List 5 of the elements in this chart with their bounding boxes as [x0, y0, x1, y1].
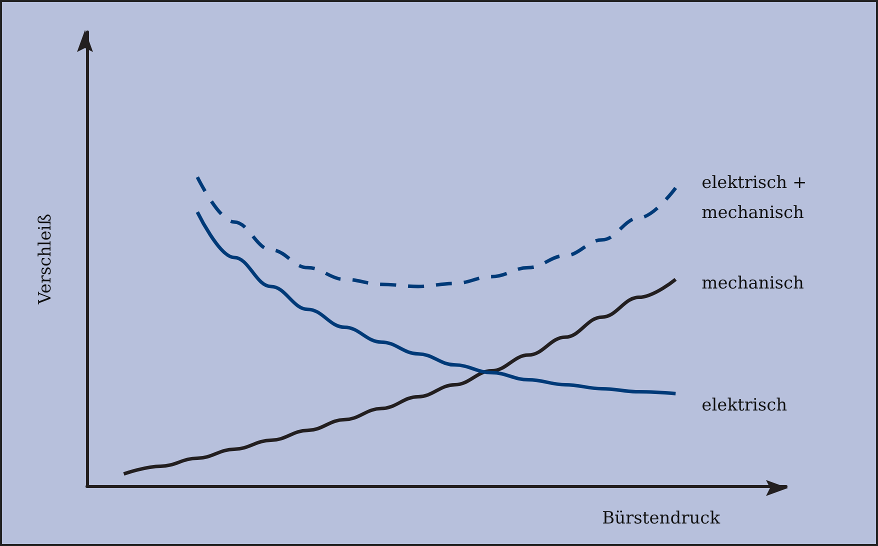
- x-axis-title: Bürstendruck: [602, 508, 721, 528]
- series-label: elektrisch: [702, 396, 788, 416]
- series-label: mechanisch: [702, 273, 804, 294]
- y-axis-title: Verschleiß: [36, 214, 56, 306]
- series-label: elektrisch + mechanisch: [702, 172, 812, 223]
